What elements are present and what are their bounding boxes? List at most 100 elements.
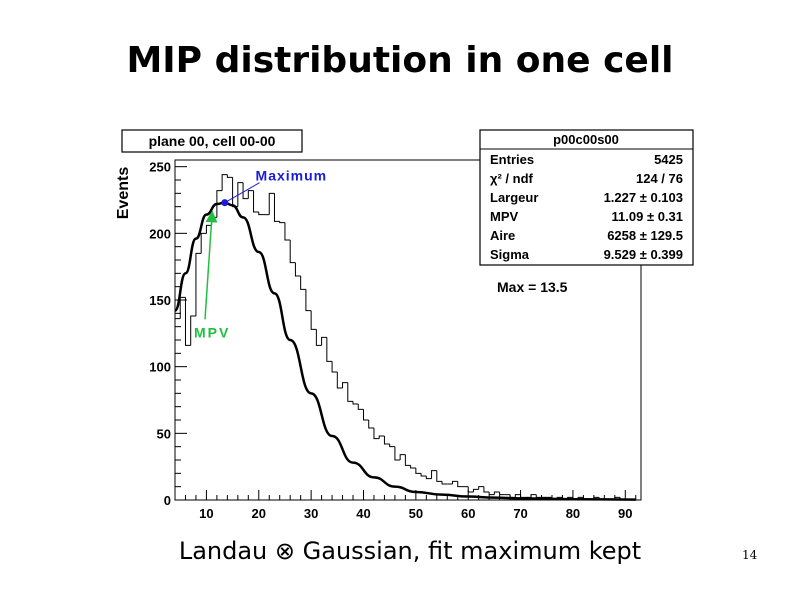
x-tick-label: 60 [461, 506, 475, 521]
histogram-bin [179, 296, 186, 319]
histogram-bin [331, 361, 338, 373]
x-tick-label: 90 [618, 506, 632, 521]
histogram-bin [499, 492, 505, 496]
histogram-bin [368, 420, 374, 429]
chart-title: plane 00, cell 00-00 [149, 133, 276, 149]
histogram-bin [321, 336, 327, 346]
slide-caption: Landau ⊗ Gaussian, fit maximum kept [178, 537, 642, 565]
maximum-label: Maximum [256, 168, 328, 184]
histogram-bin [347, 382, 354, 402]
histogram-bin [326, 337, 333, 362]
histogram-bin [237, 182, 244, 207]
x-tick-label: 20 [252, 506, 266, 521]
histogram-bin [452, 480, 458, 484]
mpv-arrow [204, 210, 218, 320]
stats-label: Sigma [490, 247, 530, 262]
histogram-bin [483, 486, 490, 493]
slide-title: MIP distribution in one cell [126, 40, 674, 81]
histogram-bin [190, 315, 196, 346]
stats-label: χ² / ndf [490, 171, 534, 186]
y-tick-label: 250 [149, 160, 171, 175]
maximum-marker [221, 199, 229, 207]
histogram-bin [530, 494, 537, 498]
histogram-bin [174, 318, 181, 500]
stats-value: 1.227 ± 0.103 [604, 190, 683, 205]
histogram-bin [410, 465, 416, 469]
histogram-bin [383, 436, 390, 445]
histogram-bin [478, 486, 484, 490]
histogram-bin [493, 491, 500, 495]
stats-label: Entries [490, 152, 534, 167]
histogram-bin [226, 174, 233, 178]
histogram-bin [242, 182, 249, 200]
histogram-bin [420, 473, 427, 477]
histogram-bin [310, 310, 317, 330]
histogram-bin [300, 276, 306, 290]
histogram-bin [294, 262, 301, 277]
histogram-bin [253, 190, 259, 213]
histogram-bin [221, 174, 228, 191]
page-number: 14 [742, 548, 758, 562]
histogram-bin [258, 212, 265, 216]
x-tick-label: 40 [356, 506, 370, 521]
stats-label: MPV [490, 209, 519, 224]
y-tick-label: 100 [149, 360, 171, 375]
histogram-bin [336, 372, 343, 389]
y-tick-label: 150 [149, 293, 171, 308]
mpv-label: MPV [194, 324, 230, 340]
stats-box-title: p00c00s00 [553, 132, 619, 147]
histogram-bin [284, 222, 291, 241]
y-tick-label: 50 [157, 426, 171, 441]
histogram-bin [472, 488, 479, 492]
histogram-bin [488, 492, 495, 496]
histogram-bin [520, 494, 526, 498]
stats-value: 6258 ± 129.5 [607, 228, 683, 243]
stats-value: 5425 [654, 152, 683, 167]
histogram-bin [535, 494, 542, 498]
histogram-bin [184, 297, 191, 346]
histogram-bin [394, 446, 401, 461]
histogram-bin [273, 193, 280, 222]
fit-curve [173, 201, 636, 501]
stats-value: 124 / 76 [636, 171, 683, 186]
maximum-arrow [224, 182, 260, 204]
histogram-bin [378, 435, 385, 439]
histogram-bin [195, 252, 202, 316]
histogram-bin [205, 224, 212, 234]
histogram-bin [441, 481, 448, 485]
histogram-bin [289, 240, 296, 264]
histogram-bin [404, 454, 411, 466]
histogram-bin [415, 468, 422, 474]
y-axis-label: Events [115, 167, 132, 220]
stats-label: Largeur [490, 190, 538, 205]
histogram-bin [357, 404, 364, 410]
x-tick-label: 30 [304, 506, 318, 521]
histogram-bin [362, 409, 369, 421]
histogram-bin [279, 221, 285, 224]
max-value-text: Max = 13.5 [497, 279, 568, 295]
histogram-bin [514, 494, 521, 498]
x-tick-label: 80 [566, 506, 580, 521]
stats-value: 11.09 ± 0.31 [612, 209, 683, 224]
histogram-bin [200, 232, 207, 254]
histogram-bin [425, 476, 432, 480]
histogram-bin [315, 329, 322, 346]
stats-value: 9.529 ± 0.399 [604, 247, 683, 262]
x-tick-label: 70 [513, 506, 527, 521]
histogram-bin [352, 401, 359, 405]
histogram-bin [216, 190, 223, 218]
histogram-bin [342, 382, 348, 388]
histogram-bin [305, 289, 312, 312]
stats-label: Aire [490, 228, 515, 243]
histogram-bin [431, 470, 437, 479]
chart-title-box [121, 129, 303, 153]
histogram-bin [373, 428, 380, 440]
histogram-bin [389, 444, 395, 448]
x-tick-label: 10 [199, 506, 213, 521]
axis-ticks: 10 20 30 40 50 60 70 80 90 0 50 100 150 200 250 [149, 160, 637, 521]
histogram-bin [399, 454, 406, 460]
y-tick-label: 0 [164, 493, 171, 508]
fit-layer [173, 201, 636, 501]
histogram-bin [457, 481, 463, 488]
